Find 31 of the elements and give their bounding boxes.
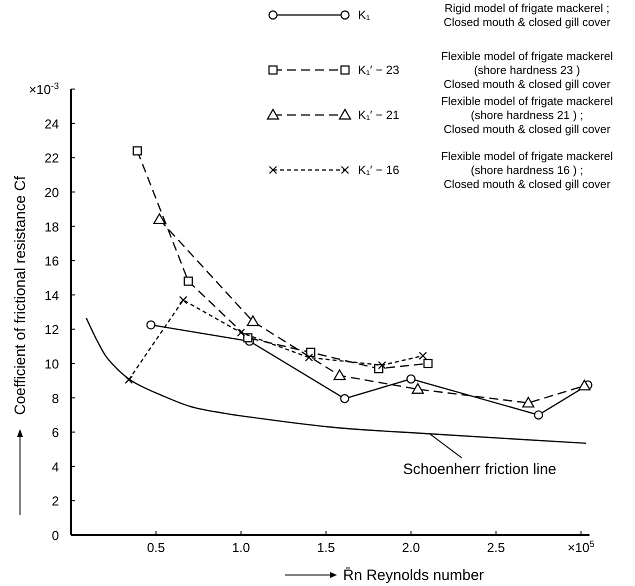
y-axis-title: Coefficient of frictional resistance Cf — [12, 175, 29, 415]
x-tick-label: ×10$^{5}$ — [567, 539, 595, 555]
text: Rigid model of frigate mackerel ; Closed mouth & closed gill cover — [444, 3, 611, 29]
legend-label: K₁ — [358, 8, 370, 22]
y-tick-label: 14 — [44, 288, 59, 303]
x-tick-label: 2.5 — [486, 540, 506, 555]
y-tick-label: 8 — [52, 390, 59, 406]
y-tick-label: 16 — [44, 254, 59, 269]
x-tick-label: 2.0 — [402, 540, 420, 555]
legend-label: K₁′ − 16 — [358, 163, 400, 177]
annotation: Flexible model of frigate mackerel (shore hardness 21 ) ; Closed mouth & closed gill cover — [441, 96, 613, 136]
x-tick-label: 1.5 — [316, 540, 336, 555]
y-tick-label: 20 — [44, 185, 59, 200]
x-tick-label: 1.0 — [232, 540, 250, 555]
y-tick-label: 2 — [52, 494, 59, 509]
y-tick-label: 4 — [52, 459, 59, 474]
y-tick-label: 10 — [44, 356, 59, 372]
y-tick-label: 24 — [44, 116, 59, 132]
y-tick-label: 22 — [44, 150, 59, 166]
x-axis-title: R̄n Reynolds number — [343, 567, 484, 584]
legend-label: K₁′ − 21 — [358, 108, 400, 122]
y-tick-label: ×10$^{-3}$ — [28, 81, 59, 98]
annotation: Schoenherr friction line — [402, 460, 556, 478]
annotation: Flexible model of frigate mackerel (shore hardness 16 ) ; Closed mouth & closed gill cover — [441, 151, 613, 191]
annotation: Flexible model of frigate mackerel (shore hardness 23 ) Closed mouth & closed gill cover — [441, 51, 613, 91]
y-tick-label: 0 — [52, 528, 59, 543]
y-tick-label: 18 — [44, 219, 59, 234]
y-tick-label: 12 — [44, 322, 59, 338]
x-tick-label: 0.5 — [146, 540, 166, 555]
y-tick-label: 6 — [52, 425, 59, 440]
legend-label: K₁′ − 23 — [358, 63, 400, 77]
